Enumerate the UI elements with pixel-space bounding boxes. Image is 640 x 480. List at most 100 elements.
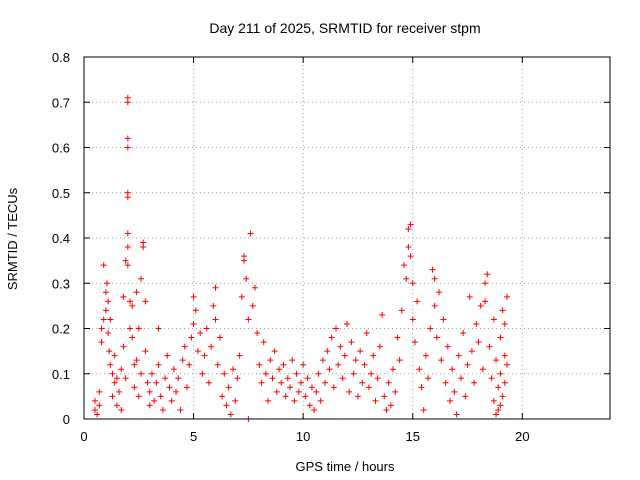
data-point xyxy=(414,298,421,305)
data-point xyxy=(440,316,447,323)
data-point xyxy=(240,253,247,260)
data-point xyxy=(381,393,388,400)
data-point xyxy=(273,388,280,395)
data-point xyxy=(260,339,267,346)
data-point xyxy=(124,194,131,201)
data-point xyxy=(497,402,504,409)
data-point xyxy=(173,388,180,395)
data-point xyxy=(300,361,307,368)
data-point xyxy=(304,375,311,382)
data-point xyxy=(212,284,219,291)
data-point xyxy=(431,302,438,309)
data-point xyxy=(116,388,123,395)
data-point xyxy=(170,366,177,373)
data-point xyxy=(495,406,502,413)
data-point xyxy=(131,361,138,368)
data-point xyxy=(497,370,504,377)
data-point xyxy=(164,352,171,359)
data-point xyxy=(245,316,252,323)
data-point xyxy=(137,370,144,377)
data-point xyxy=(333,325,340,332)
data-point xyxy=(387,402,394,409)
data-point xyxy=(186,361,193,368)
data-point xyxy=(133,289,140,296)
data-point xyxy=(109,393,116,400)
data-point xyxy=(210,302,217,309)
data-point xyxy=(407,253,414,260)
y-tick-label: 0 xyxy=(63,412,70,427)
data-point xyxy=(124,99,131,106)
data-point xyxy=(482,298,489,305)
data-point xyxy=(278,379,285,386)
data-point xyxy=(124,262,131,269)
data-point xyxy=(293,370,300,377)
y-tick-label: 0.2 xyxy=(52,322,70,337)
data-point xyxy=(120,293,127,300)
data-point xyxy=(372,397,379,404)
data-point xyxy=(201,352,208,359)
data-point xyxy=(199,370,206,377)
data-point xyxy=(405,244,412,251)
x-tick-label: 15 xyxy=(406,429,420,444)
data-point xyxy=(135,393,142,400)
data-point xyxy=(357,348,364,355)
chart-title: Day 211 of 2025, SRMTID for receiver stp… xyxy=(209,20,480,36)
data-point xyxy=(396,357,403,364)
data-point xyxy=(133,357,140,364)
data-point xyxy=(177,406,184,413)
data-point xyxy=(153,379,160,386)
data-point xyxy=(383,406,390,413)
data-point xyxy=(436,289,443,296)
data-point xyxy=(282,393,289,400)
data-point xyxy=(227,411,234,418)
data-point xyxy=(317,397,324,404)
data-point xyxy=(398,307,405,314)
data-point xyxy=(118,366,125,373)
data-point xyxy=(122,257,129,264)
data-point xyxy=(216,334,223,341)
data-point xyxy=(197,330,204,337)
data-point xyxy=(111,379,118,386)
data-point xyxy=(194,348,201,355)
data-point xyxy=(346,388,353,395)
data-point xyxy=(157,393,164,400)
data-point xyxy=(243,275,250,282)
data-point xyxy=(471,379,478,386)
x-tick-labels: 0 5 10 15 20 xyxy=(80,429,529,444)
data-point xyxy=(425,375,432,382)
data-point xyxy=(236,352,243,359)
x-tick-label: 0 xyxy=(80,429,87,444)
data-point xyxy=(416,366,423,373)
data-point xyxy=(120,343,127,350)
data-point xyxy=(418,384,425,391)
data-point xyxy=(302,393,309,400)
grid-layer xyxy=(84,57,610,419)
data-point xyxy=(365,384,372,391)
data-point xyxy=(190,320,197,327)
data-point xyxy=(392,388,399,395)
data-point xyxy=(503,361,510,368)
data-point xyxy=(429,266,436,273)
data-point xyxy=(455,352,462,359)
data-point xyxy=(400,262,407,269)
data-point xyxy=(368,370,375,377)
data-point xyxy=(475,339,482,346)
data-point xyxy=(124,244,131,251)
data-point xyxy=(493,411,500,418)
data-point xyxy=(230,366,237,373)
data-point xyxy=(254,330,261,337)
data-point xyxy=(148,370,155,377)
data-point xyxy=(100,262,107,269)
data-point xyxy=(155,325,162,332)
data-point xyxy=(411,339,418,346)
data-point xyxy=(223,402,230,409)
data-point xyxy=(146,388,153,395)
data-point xyxy=(473,320,480,327)
data-point xyxy=(341,352,348,359)
data-point xyxy=(113,402,120,409)
data-point xyxy=(219,393,226,400)
data-point xyxy=(111,352,118,359)
data-point xyxy=(131,384,138,391)
y-tick-labels: 0 0.1 0.2 0.3 0.4 0.5 0.6 0.7 0.8 xyxy=(52,50,70,427)
